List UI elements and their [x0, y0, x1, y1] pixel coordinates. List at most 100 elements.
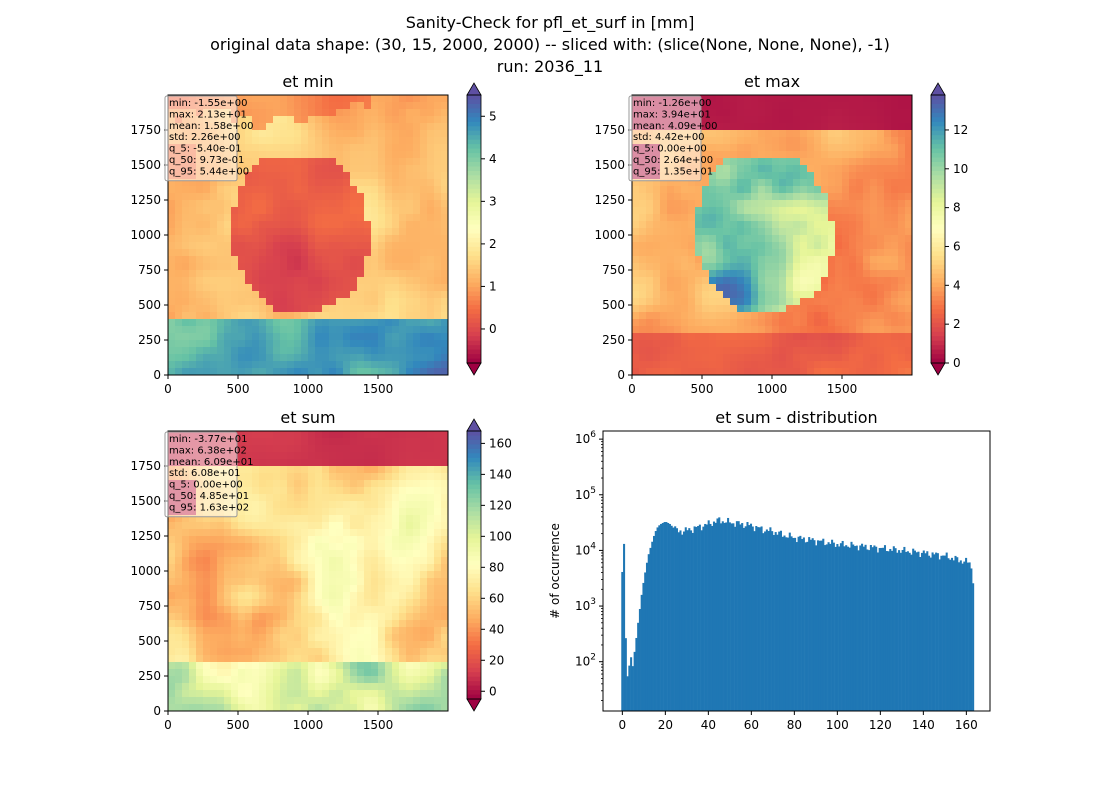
- panel-1-heatmap-cell: [189, 326, 197, 334]
- panel-2-heatmap-cell: [821, 172, 829, 180]
- panel-3-heatmap-cell: [322, 606, 330, 614]
- panel-2-heatmap-cell: [723, 179, 731, 187]
- panel-3-heatmap-cell: [357, 522, 365, 530]
- panel-2-heatmap-cell: [842, 116, 850, 124]
- panel-2-heatmap-cell: [646, 228, 654, 236]
- panel-1-heatmap-cell: [217, 256, 225, 264]
- panel-3-heatmap-cell: [357, 459, 365, 467]
- panel-3-heatmap-cell: [238, 599, 246, 607]
- panel-2-y-tick-label: 0: [617, 368, 625, 382]
- panel-3-heatmap-cell: [385, 487, 393, 495]
- panel-1-heatmap-cell: [434, 123, 442, 131]
- panel-3-heatmap-cell: [217, 592, 225, 600]
- panel-2-heatmap-cell: [646, 186, 654, 194]
- panel-2-heatmap-cell: [646, 263, 654, 271]
- panel-1-heatmap-cell: [182, 298, 190, 306]
- panel-2-heatmap-cell: [905, 368, 913, 376]
- panel-2-heatmap-cell: [646, 354, 654, 362]
- panel-3-heatmap-cell: [273, 690, 281, 698]
- panel-2-heatmap-cell: [905, 158, 913, 166]
- panel-2-heatmap-cell: [639, 242, 647, 250]
- panel-1-heatmap-cell: [315, 347, 323, 355]
- panel-3-heatmap-cell: [343, 466, 351, 474]
- panel-2-heatmap-cell: [653, 277, 661, 285]
- panel-1-heatmap-cell: [224, 186, 232, 194]
- panel-1-heatmap-cell: [427, 214, 435, 222]
- panel-2-heatmap-cell: [877, 319, 885, 327]
- panel-1-heatmap-cell: [434, 95, 442, 103]
- panel-2-heatmap-cell: [821, 270, 829, 278]
- panel-1-heatmap-cell: [203, 235, 211, 243]
- panel-2-heatmap-cell: [765, 200, 773, 208]
- panel-1-heatmap-cell: [217, 235, 225, 243]
- panel-1-heatmap-cell: [308, 361, 316, 369]
- panel-1-heatmap-cell: [308, 242, 316, 250]
- panel-3-heatmap-cell: [427, 606, 435, 614]
- panel-2-heatmap-cell: [779, 277, 787, 285]
- panel-3-heatmap-cell: [336, 466, 344, 474]
- panel-2-heatmap-cell: [891, 137, 899, 145]
- panel-3-heatmap-cell: [238, 550, 246, 558]
- panel-2-heatmap-cell: [849, 144, 857, 152]
- panel-2-heatmap-cell: [765, 291, 773, 299]
- panel-3-heatmap-cell: [357, 515, 365, 523]
- panel-2-heatmap-cell: [737, 165, 745, 173]
- panel-3-heatmap-cell: [434, 662, 442, 670]
- panel-1-heatmap-cell: [392, 102, 400, 110]
- panel-1-heatmap-cell: [420, 256, 428, 264]
- panel-1-colorbar-segment: [467, 117, 481, 123]
- panel-1-heatmap-cell: [441, 354, 449, 362]
- panel-3-heatmap-cell: [315, 564, 323, 572]
- panel-3-heatmap-cell: [315, 641, 323, 649]
- panel-1-heatmap-cell: [238, 165, 246, 173]
- panel-2-heatmap-cell: [744, 158, 752, 166]
- panel-2-heatmap-cell: [730, 333, 738, 341]
- panel-1-heatmap-cell: [273, 326, 281, 334]
- panel-2-heatmap-cell: [744, 172, 752, 180]
- panel-2-heatmap-cell: [905, 130, 913, 138]
- panel-2-heatmap-cell: [898, 200, 906, 208]
- panel-2-heatmap-cell: [814, 95, 822, 103]
- panel-1-heatmap-cell: [434, 151, 442, 159]
- panel-1-heatmap-cell: [217, 298, 225, 306]
- panel-3-heatmap-cell: [238, 627, 246, 635]
- panel-2-heatmap-cell: [842, 200, 850, 208]
- panel-3-heatmap-cell: [301, 599, 309, 607]
- panel-3-heatmap-cell: [210, 697, 218, 705]
- panel-2-heatmap-cell: [835, 340, 843, 348]
- panel-1-heatmap-cell: [441, 249, 449, 257]
- panel-2-heatmap-cell: [702, 242, 710, 250]
- panel-3-heatmap-cell: [280, 697, 288, 705]
- panel-1-heatmap-cell: [259, 305, 267, 313]
- panel-1-heatmap-cell: [287, 200, 295, 208]
- panel-1-heatmap-cell: [182, 256, 190, 264]
- panel-3-heatmap-cell: [182, 599, 190, 607]
- panel-2-heatmap-cell: [681, 200, 689, 208]
- panel-2-heatmap-cell: [849, 123, 857, 131]
- panel-3-heatmap-cell: [336, 620, 344, 628]
- panel-2-heatmap-cell: [814, 291, 822, 299]
- panel-3-heatmap-cell: [427, 480, 435, 488]
- panel-3-heatmap-cell: [385, 613, 393, 621]
- panel-1-heatmap-cell: [168, 277, 176, 285]
- panel-2-heatmap-cell: [835, 123, 843, 131]
- panel-1-heatmap-cell: [441, 270, 449, 278]
- panel-1-heatmap-cell: [322, 137, 330, 145]
- panel-1-colorbar-segment: [467, 278, 481, 283]
- panel-3-heatmap-cell: [392, 543, 400, 551]
- panel-1-heatmap-cell: [315, 144, 323, 152]
- panel-2-heatmap-cell: [653, 249, 661, 257]
- panel-3-heatmap-cell: [399, 522, 407, 530]
- panel-2-heatmap-cell: [653, 179, 661, 187]
- panel-2-heatmap-cell: [898, 172, 906, 180]
- panel-2-heatmap-cell: [884, 326, 892, 334]
- panel-1-heatmap-cell: [287, 291, 295, 299]
- panel-3-heatmap-cell: [427, 655, 435, 663]
- panel-1-heatmap-cell: [385, 361, 393, 369]
- panel-2-heatmap-cell: [716, 326, 724, 334]
- panel-1-heatmap-cell: [315, 165, 323, 173]
- panel-2-heatmap-cell: [905, 172, 913, 180]
- panel-1-colorbar-segment: [467, 349, 481, 355]
- panel-2-heatmap-cell: [751, 151, 759, 159]
